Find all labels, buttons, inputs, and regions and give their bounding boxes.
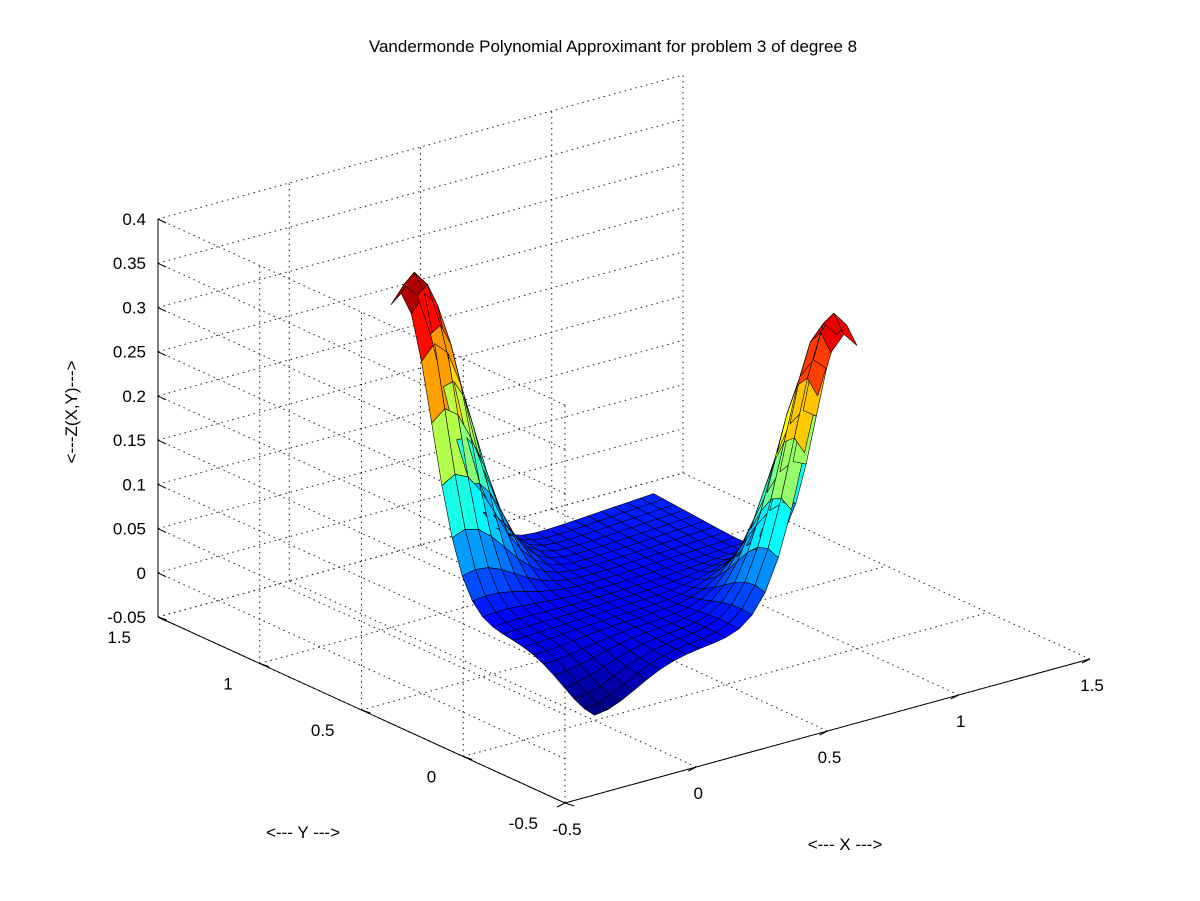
z-tick-mark [157,528,167,534]
y-tick-label: 1 [223,675,232,694]
y-tick-mark [463,756,473,760]
x-axis-label: <--- X ---> [808,835,883,854]
y-axis-label: <--- Y ---> [266,823,340,842]
y-tick-label: -0.5 [509,814,538,833]
x-tick-label: 1 [956,712,965,731]
z-tick-mark [157,395,167,401]
z-tick-label: 0.25 [113,343,146,362]
x-tick-mark [950,694,959,700]
z-tick-mark [157,306,167,312]
y-tick-mark [259,663,269,667]
y-tick-label: 1.5 [107,628,131,647]
z-tick-label: 0.35 [113,254,146,273]
z-tick-mark [157,218,167,224]
x-tick-mark [688,766,697,772]
y-tick-mark [361,709,371,714]
x-tick-mark [556,802,566,808]
y-tick-label: 0 [427,768,436,787]
x-tick-mark [1081,658,1091,664]
x-tick-mark [819,730,828,736]
z-tick-mark [157,439,167,445]
y-tick-label: 0.5 [311,721,335,740]
x-tick-label: -0.5 [552,820,581,839]
chart-title: Vandermonde Polynomial Approximant for p… [369,37,857,56]
z-tick-label: 0.05 [113,520,146,539]
surface-cell [833,312,858,346]
z-tick-mark [157,572,167,578]
x-tick-label: 0 [694,784,703,803]
z-tick-mark [157,262,167,268]
z-tick-label: 0.3 [122,298,146,317]
z-tick-mark [157,616,167,622]
z-tick-label: -0.05 [107,608,146,627]
z-tick-label: 0 [137,564,146,583]
z-tick-label: 0.15 [113,431,146,450]
z-tick-mark [157,351,167,357]
surface-mesh [390,271,858,716]
x-tick-label: 0.5 [818,748,842,767]
z-axis-label: <---Z(X,Y)---> [62,360,81,463]
z-tick-mark [157,483,167,489]
y-tick-mark [564,802,575,807]
tick-labels: -0.500.511.5-0.500.511.5-0.0500.050.10.1… [107,210,1104,839]
z-tick-label: 0.2 [122,387,146,406]
z-tick-label: 0.1 [122,475,146,494]
x-tick-label: 1.5 [1080,676,1104,695]
z-tick-label: 0.4 [122,210,146,229]
